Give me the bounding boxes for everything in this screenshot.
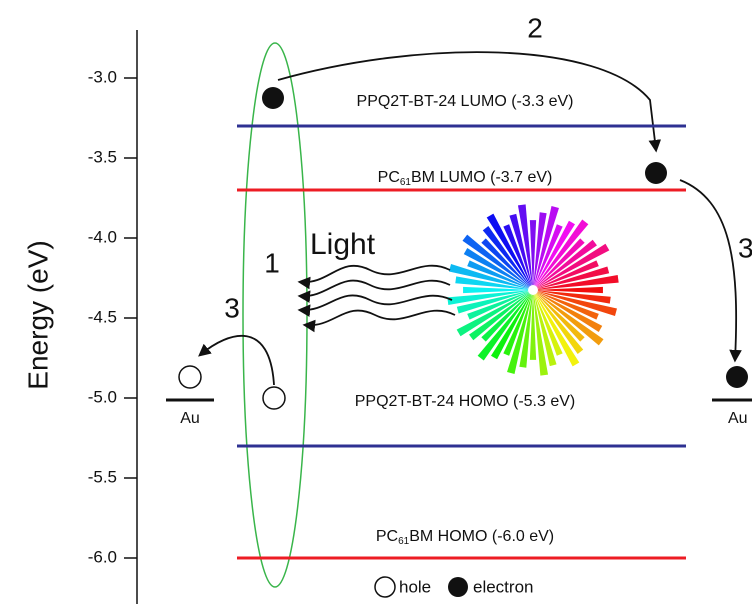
level-label: PC61BM LUMO (-3.7 eV) — [378, 169, 553, 187]
level-label: PPQ2T-BT-24 HOMO (-5.3 eV) — [355, 393, 576, 410]
axis-label: Energy (eV) — [22, 240, 53, 389]
hole — [179, 366, 201, 388]
level-label: PC61BM HOMO (-6.0 eV) — [376, 528, 554, 546]
electron — [262, 87, 284, 109]
level-label-prefix: PC — [378, 169, 400, 186]
diagram: Energy (eV) Au Au 1 2 3 3 Light hole ele… — [0, 0, 752, 604]
legend-label: electron — [473, 577, 533, 596]
tick-label: -5.5 — [88, 467, 117, 486]
light-label: Light — [310, 228, 376, 261]
step-label: 1 — [264, 247, 280, 278]
legend-label: hole — [399, 577, 431, 596]
level-label: PPQ2T-BT-24 LUMO (-3.3 eV) — [357, 93, 574, 110]
electron — [645, 162, 667, 184]
tick-label: -5.0 — [88, 387, 117, 406]
level-label-suffix: BM LUMO (-3.7 eV) — [411, 169, 552, 186]
legend-hole-symbol — [375, 577, 395, 597]
electrode-label: Au — [728, 410, 748, 427]
level-label-subscript: 61 — [400, 177, 412, 188]
color-wheel-ray — [530, 220, 536, 290]
hole — [263, 387, 285, 409]
tick-label: -4.0 — [88, 227, 117, 246]
color-wheel-ray — [463, 287, 533, 293]
tick-label: -6.0 — [88, 547, 117, 566]
page: Energy (eV) Au Au 1 2 3 3 Light hole ele… — [0, 0, 752, 604]
level-label-suffix: BM HOMO (-6.0 eV) — [409, 528, 554, 545]
wheel-center — [528, 285, 538, 295]
color-wheel-ray — [533, 287, 603, 293]
step-label: 3 — [224, 292, 240, 323]
light-waves — [300, 266, 455, 326]
tick-label: -3.5 — [88, 147, 117, 166]
level-label-subscript: 61 — [398, 536, 410, 547]
step-label: 3 — [738, 232, 752, 263]
electrode-label: Au — [180, 410, 200, 427]
tick-label: -4.5 — [88, 307, 117, 326]
level-label-prefix: PC — [376, 528, 398, 545]
color-wheel-ray — [530, 290, 536, 360]
electron — [726, 366, 748, 388]
tick-label: -3.0 — [88, 67, 117, 86]
step-label: 2 — [527, 12, 543, 43]
legend-electron-symbol — [448, 577, 468, 597]
